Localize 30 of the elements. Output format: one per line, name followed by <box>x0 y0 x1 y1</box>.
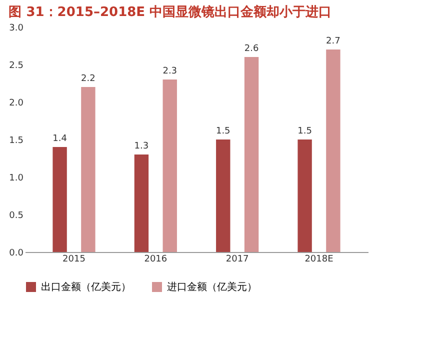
data-label: 1.3 <box>134 142 149 152</box>
legend-label: 出口金额（亿美元） <box>41 281 131 293</box>
bar <box>52 147 67 252</box>
data-label: 2.6 <box>244 44 259 54</box>
data-label: 1.4 <box>52 134 68 144</box>
x-tick-label: 2016 <box>144 254 168 264</box>
y-tick-label: 1.5 <box>9 136 24 146</box>
x-tick-label: 2017 <box>226 254 249 264</box>
bar <box>244 57 259 252</box>
x-tick-label: 2015 <box>62 254 86 264</box>
y-tick-label: 2.0 <box>9 98 24 108</box>
data-label: 1.5 <box>298 126 312 136</box>
y-tick-label: 0.0 <box>9 248 24 258</box>
bar <box>81 87 96 252</box>
bar <box>298 140 312 252</box>
bar <box>216 140 230 252</box>
bar <box>326 50 340 252</box>
bar <box>134 154 149 252</box>
y-tick-label: 0.5 <box>9 211 24 221</box>
y-tick-label: 1.0 <box>9 174 24 184</box>
data-label: 2.3 <box>162 66 178 76</box>
data-label: 2.7 <box>326 36 340 46</box>
chart-title: 图 31：2015–2018E 中国显微镜出口金额却小于进口 <box>8 4 332 20</box>
legend-label: 进口金额（亿美元） <box>167 281 257 293</box>
x-tick-label: 2018E <box>304 254 334 264</box>
data-label: 2.2 <box>81 74 96 84</box>
y-tick-label: 3.0 <box>9 24 24 34</box>
bar <box>162 80 177 252</box>
y-tick-label: 2.5 <box>9 61 24 71</box>
data-label: 1.5 <box>216 126 230 136</box>
